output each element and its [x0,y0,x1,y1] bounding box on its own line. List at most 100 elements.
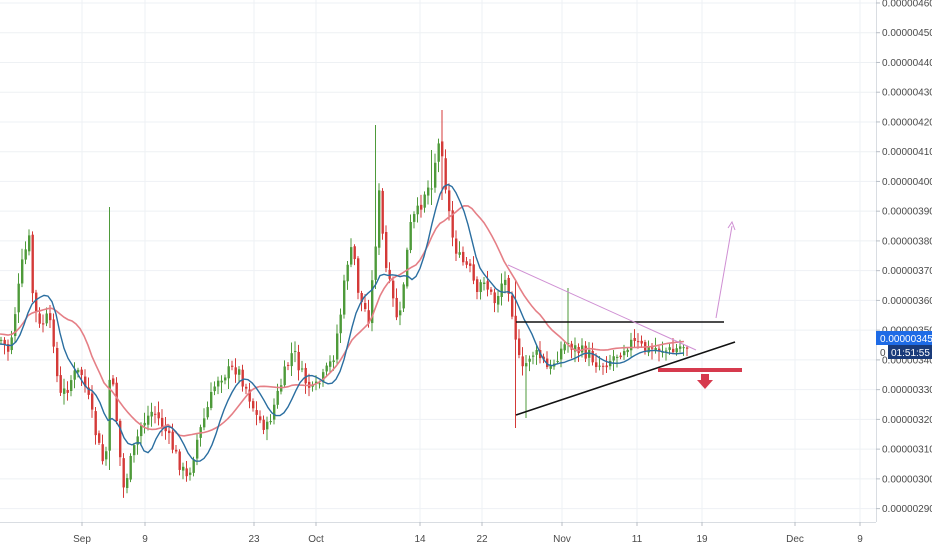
candle-body [686,347,689,349]
candle-body [409,222,412,251]
current-price-label: 0.00000345 [880,334,932,345]
candle-body [119,420,122,458]
candle-body [168,430,171,434]
partial-price-label: 0 [880,348,886,359]
candle-body [633,337,636,341]
price-badges: 0.00000345 01:51:55 0 [876,331,932,359]
candle-body [276,390,279,405]
candle-body [283,366,286,386]
candle-body [304,367,307,384]
candle-body [140,425,143,437]
candle-body [416,205,419,215]
candle-body [63,388,66,394]
candle-body [616,356,619,358]
candle-body [392,280,395,299]
candle-body [595,362,598,367]
moving-averages [0,183,685,462]
candle-body [206,407,209,418]
price-tick-label: 0.00000310 [882,445,932,456]
time-tick-label: Oct [308,534,324,545]
candle-body [136,436,139,445]
arrow-down-icon [697,380,713,389]
candle-body [654,347,657,351]
descending-trendline[interactable] [507,264,697,351]
candle-body [38,313,41,324]
candle-body [367,310,370,324]
candle-body [91,393,94,410]
candle-body [483,282,486,284]
candle-body [178,451,181,470]
candle-body [59,375,62,393]
candle-body [609,360,612,367]
time-tick-label: 23 [248,534,260,545]
moving-average-slow [0,204,685,437]
candle-body [182,466,185,471]
candle-body [329,361,332,367]
candle-body [497,295,500,305]
time-axis[interactable]: Sep 9 23 Oct 14 22 Nov 11 19 Dec 9 [0,522,876,545]
candle-body [21,259,24,284]
price-tick-label: 0.00000360 [882,296,932,307]
ascending-support-line[interactable] [515,341,736,416]
candle-body [87,387,90,395]
candle-body [0,339,3,341]
candle-body [133,445,136,456]
price-axis[interactable]: 0.00000460 0.00000450 0.00000440 0.00000430… [876,0,932,550]
candle-body [227,366,230,379]
candle-body [658,348,661,352]
candle-body [584,345,587,359]
candle-body [560,348,563,360]
grid [0,0,876,522]
time-tick-label: Dec [786,534,804,545]
candle-body [630,339,633,351]
candle-body [259,416,262,421]
candle-body [371,280,374,324]
stop-level-bar[interactable] [658,368,742,372]
candle-body [427,187,430,196]
candle-body [542,356,545,360]
candle-body [504,279,507,286]
candle-body [266,421,269,430]
candle-body [52,319,55,347]
candle-body [353,246,356,260]
candle-body [35,292,38,312]
price-tick-label: 0.00000390 [882,207,932,218]
candle-body [73,370,76,380]
candle-body [98,433,101,443]
annotations[interactable] [507,220,742,416]
candle-body [518,338,521,356]
candle-body [490,289,493,292]
candle-body [441,141,444,157]
candle-body [28,235,31,252]
candle-body [42,323,45,325]
candle-body [434,162,437,188]
candle-body [430,188,433,190]
candle-body [563,344,566,351]
candle-body [521,356,524,367]
candle-body [493,292,496,304]
candle-body [245,386,248,389]
time-tick-label: 11 [632,534,643,545]
candle-body [591,350,594,363]
candle-body [462,251,465,263]
current-price-badge [876,331,932,345]
candle-body [7,344,10,352]
candle-body [451,210,454,238]
candle-body [525,363,528,367]
candle-body [388,269,391,279]
candle-body [280,385,283,392]
candle-body [10,337,13,351]
candle-body [269,421,272,423]
candle-body [507,277,510,294]
candle-body [637,341,640,343]
candle-body [143,422,146,426]
candle-body [413,214,416,222]
projection-arrow-line[interactable] [715,225,733,319]
candle-body [175,449,178,452]
price-tick-label: 0.00000460 [882,0,932,9]
candle-body [262,419,265,430]
arrow-down-stem [701,374,709,380]
candle-body [234,367,237,375]
